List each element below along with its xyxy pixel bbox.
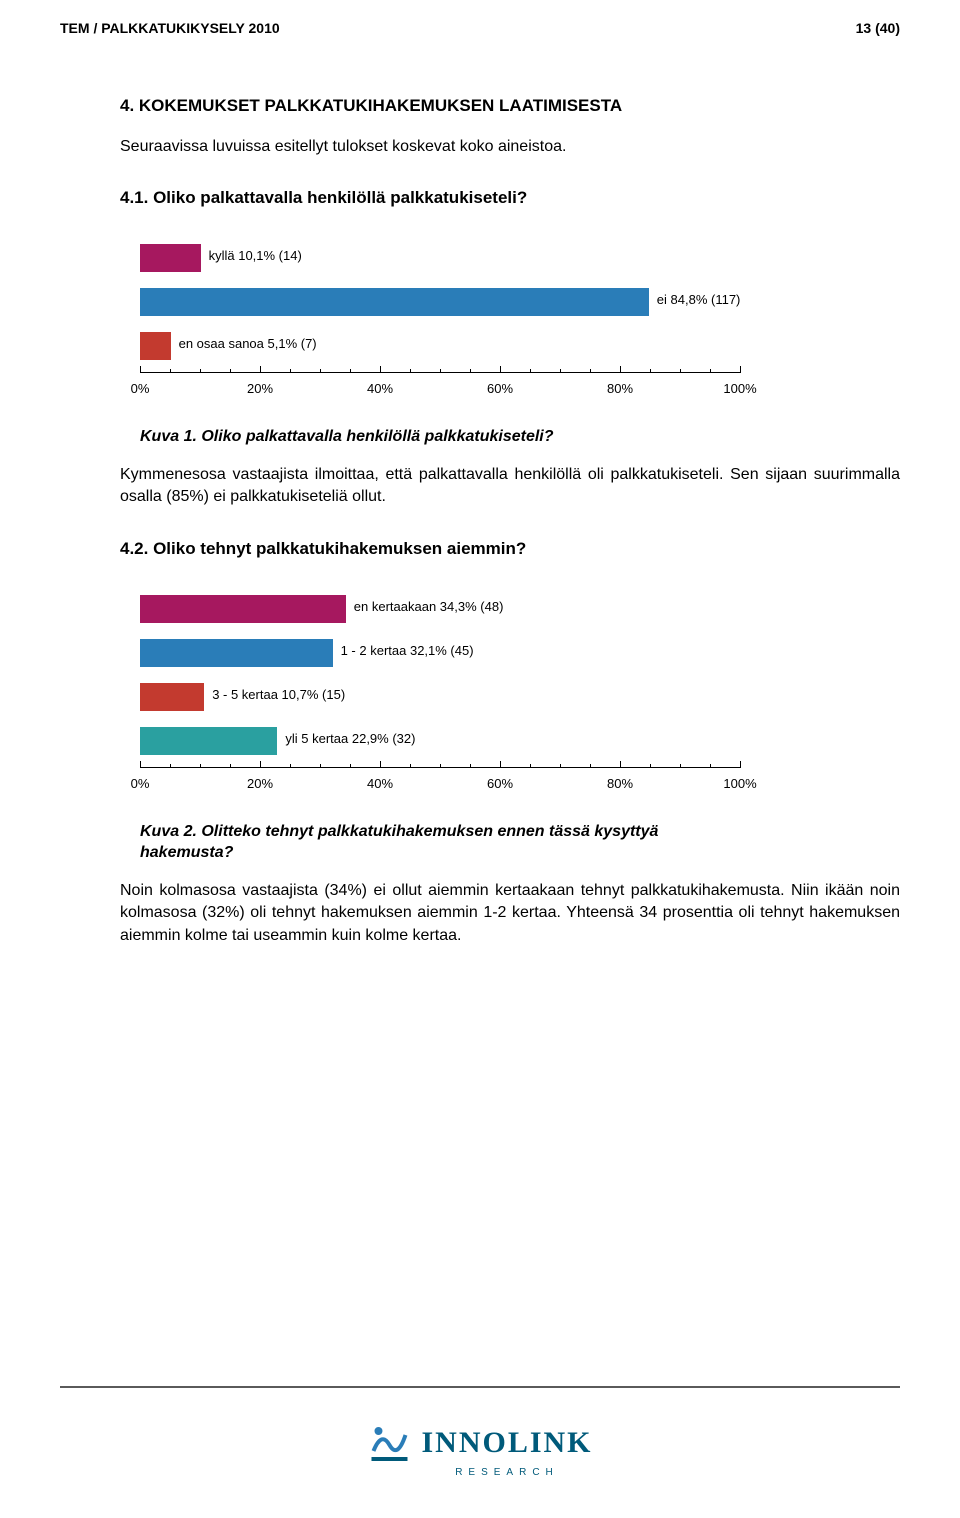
tick-label: 60% bbox=[487, 776, 513, 791]
tick-major bbox=[500, 761, 501, 768]
chart-bar-label: ei 84,8% (117) bbox=[657, 292, 741, 307]
footer-logo: INNOLINK RESEARCH bbox=[367, 1421, 592, 1478]
tick-minor bbox=[320, 764, 321, 768]
tick-label: 100% bbox=[723, 381, 756, 396]
logo-icon bbox=[367, 1421, 411, 1465]
chart-bar bbox=[140, 244, 201, 272]
tick-minor bbox=[680, 764, 681, 768]
tick-label: 0% bbox=[131, 776, 150, 791]
chart-bar bbox=[140, 683, 204, 711]
tick-label: 0% bbox=[131, 381, 150, 396]
tick-minor bbox=[530, 369, 531, 373]
chart-bar bbox=[140, 639, 333, 667]
logo-subtext: RESEARCH bbox=[421, 1467, 592, 1478]
chart-bar bbox=[140, 332, 171, 360]
tick-minor bbox=[650, 764, 651, 768]
tick-minor bbox=[470, 764, 471, 768]
tick-minor bbox=[470, 369, 471, 373]
tick-major bbox=[260, 366, 261, 373]
q41-heading: 4.1. Oliko palkattavalla henkilöllä palk… bbox=[120, 188, 900, 208]
tick-label: 80% bbox=[607, 381, 633, 396]
tick-minor bbox=[590, 764, 591, 768]
tick-label: 20% bbox=[247, 776, 273, 791]
tick-label: 100% bbox=[723, 776, 756, 791]
tick-minor bbox=[410, 764, 411, 768]
tick-major bbox=[380, 761, 381, 768]
q41-caption: Kuva 1. Oliko palkattavalla henkilöllä p… bbox=[140, 426, 900, 448]
tick-minor bbox=[590, 369, 591, 373]
tick-major bbox=[260, 761, 261, 768]
tick-major bbox=[740, 761, 741, 768]
chart-q41: kyllä 10,1% (14) ei 84,8% (117) en osaa sa… bbox=[140, 238, 760, 412]
tick-minor bbox=[560, 764, 561, 768]
tick-major bbox=[380, 366, 381, 373]
chart-bar-row: en osaa sanoa 5,1% (7) bbox=[140, 326, 760, 366]
chart-bar bbox=[140, 288, 649, 316]
chart-bar-row: 3 - 5 kertaa 10,7% (15) bbox=[140, 677, 760, 717]
tick-minor bbox=[440, 764, 441, 768]
tick-major bbox=[620, 761, 621, 768]
chart-bar-label: yli 5 kertaa 22,9% (32) bbox=[285, 731, 415, 746]
tick-minor bbox=[200, 764, 201, 768]
tick-minor bbox=[230, 369, 231, 373]
chart-bar-label: 1 - 2 kertaa 32,1% (45) bbox=[341, 643, 474, 658]
tick-minor bbox=[350, 764, 351, 768]
tick-minor bbox=[170, 764, 171, 768]
tick-minor bbox=[290, 369, 291, 373]
chart-bar-label: kyllä 10,1% (14) bbox=[209, 248, 302, 263]
tick-minor bbox=[650, 369, 651, 373]
tick-major bbox=[140, 761, 141, 768]
q42-body: Noin kolmasosa vastaajista (34%) ei ollu… bbox=[120, 880, 900, 947]
logo-text: INNOLINK bbox=[421, 1426, 592, 1460]
tick-label: 40% bbox=[367, 381, 393, 396]
tick-minor bbox=[680, 369, 681, 373]
page-header: TEM / PALKKATUKIKYSELY 2010 13 (40) bbox=[60, 20, 900, 36]
chart-bar bbox=[140, 727, 277, 755]
tick-major bbox=[620, 366, 621, 373]
chart-bar-row: en kertaakaan 34,3% (48) bbox=[140, 589, 760, 629]
logo-row: INNOLINK bbox=[367, 1421, 592, 1465]
q42-heading: 4.2. Oliko tehnyt palkkatukihakemuksen a… bbox=[120, 539, 900, 559]
tick-minor bbox=[290, 764, 291, 768]
tick-minor bbox=[320, 369, 321, 373]
tick-label: 80% bbox=[607, 776, 633, 791]
tick-minor bbox=[440, 369, 441, 373]
tick-minor bbox=[170, 369, 171, 373]
tick-label: 20% bbox=[247, 381, 273, 396]
section-4-intro: Seuraavissa luvuissa esitellyt tulokset … bbox=[120, 136, 900, 158]
tick-label: 40% bbox=[367, 776, 393, 791]
q42-caption: Kuva 2. Olitteko tehnyt palkkatukihakemu… bbox=[140, 821, 700, 864]
tick-major bbox=[500, 366, 501, 373]
chart-q42: en kertaakaan 34,3% (48) 1 - 2 kertaa 32,… bbox=[140, 589, 760, 807]
tick-major bbox=[740, 366, 741, 373]
chart-bar-row: 1 - 2 kertaa 32,1% (45) bbox=[140, 633, 760, 673]
header-left: TEM / PALKKATUKIKYSELY 2010 bbox=[60, 20, 280, 36]
tick-minor bbox=[560, 369, 561, 373]
section-4-title: 4. KOKEMUKSET PALKKATUKIHAKEMUKSEN LAATI… bbox=[120, 96, 900, 116]
chart-bar-label: en kertaakaan 34,3% (48) bbox=[354, 599, 504, 614]
tick-major bbox=[140, 366, 141, 373]
tick-label: 60% bbox=[487, 381, 513, 396]
chart-bar-row: yli 5 kertaa 22,9% (32) bbox=[140, 721, 760, 761]
chart-bar-label: 3 - 5 kertaa 10,7% (15) bbox=[212, 687, 345, 702]
chart-axis: 0%20%40%60%80%100% bbox=[140, 372, 740, 412]
chart-axis: 0%20%40%60%80%100% bbox=[140, 767, 740, 807]
chart-bar-label: en osaa sanoa 5,1% (7) bbox=[179, 336, 317, 351]
footer-rule bbox=[60, 1386, 900, 1388]
tick-minor bbox=[710, 764, 711, 768]
tick-minor bbox=[230, 764, 231, 768]
page: TEM / PALKKATUKIKYSELY 2010 13 (40) 4. K… bbox=[0, 0, 960, 947]
tick-minor bbox=[710, 369, 711, 373]
header-right: 13 (40) bbox=[856, 20, 900, 36]
tick-minor bbox=[350, 369, 351, 373]
tick-minor bbox=[200, 369, 201, 373]
tick-minor bbox=[410, 369, 411, 373]
chart-bar bbox=[140, 595, 346, 623]
q41-body: Kymmenesosa vastaajista ilmoittaa, että … bbox=[120, 464, 900, 509]
tick-minor bbox=[530, 764, 531, 768]
chart-bar-row: ei 84,8% (117) bbox=[140, 282, 760, 322]
chart-bar-row: kyllä 10,1% (14) bbox=[140, 238, 760, 278]
